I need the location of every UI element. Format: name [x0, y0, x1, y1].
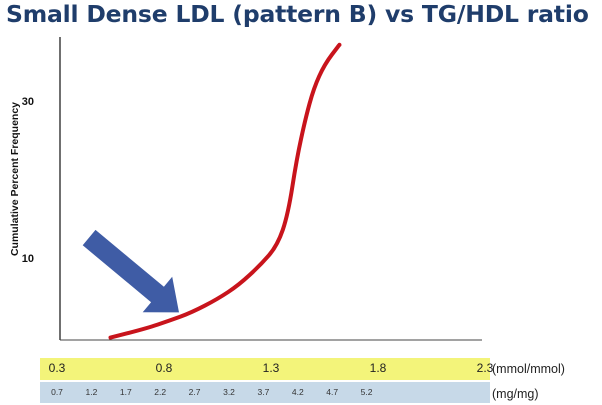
series-line	[108, 42, 342, 340]
axes	[59, 37, 482, 341]
x-tick-label-mg: 0.7	[51, 387, 63, 397]
x-tick-label-mmol: 2.3	[476, 361, 494, 375]
x-tick-label-mg: 1.2	[85, 387, 98, 397]
mmol-unit-label: (mmol/mmol)	[492, 362, 565, 376]
y-tick-label: 30	[21, 95, 34, 108]
x-tick-label-mmol: 0.3	[48, 361, 66, 375]
x-tick-label-mg: 4.7	[326, 387, 339, 397]
chart-title: Small Dense LDL (pattern B) vs TG/HDL ra…	[6, 0, 589, 28]
mg-axis-strip	[40, 382, 490, 403]
mmol-axis-strip	[40, 358, 490, 380]
annotation-arrow	[82, 229, 179, 313]
y-axis-label: Cumulative Percent Frequency	[9, 101, 21, 257]
x-tick-label-mmol: 1.3	[262, 361, 280, 375]
x-tick-label-mg: 2.2	[154, 387, 167, 397]
x-tick-label-mg: 4.2	[291, 387, 304, 397]
x-tick-label-mg: 1.7	[119, 387, 132, 397]
chart-marks	[82, 42, 342, 340]
x-tick-label-mg: 3.2	[223, 387, 235, 397]
x-tick-label-mg: 3.7	[257, 387, 270, 397]
mg-unit-label: (mg/mg)	[492, 387, 539, 401]
x-tick-label-mmol: 0.8	[155, 361, 173, 375]
x-tick-label-mmol: 1.8	[369, 361, 387, 375]
x-tick-label-mg: 2.7	[188, 387, 201, 397]
x-tick-label-mg: 5.2	[360, 387, 373, 397]
y-tick-label: 10	[21, 253, 34, 266]
